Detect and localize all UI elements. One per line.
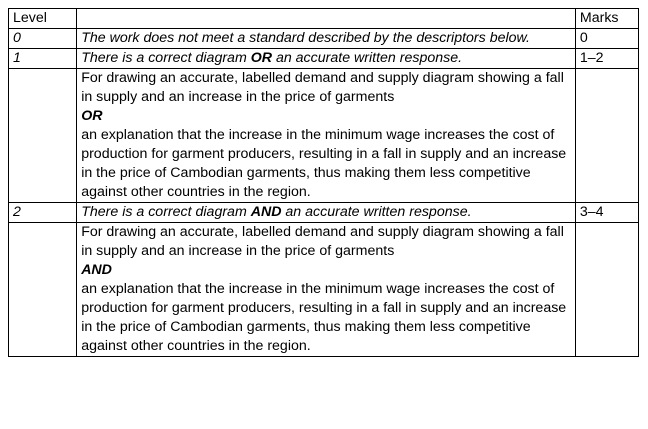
level-2-detail-level-cell [7,222,78,357]
level-1-detail-marks-cell [574,68,640,203]
level-1-number: 1 [7,48,78,69]
header-description [76,8,576,29]
markscheme-table: Level Marks 0 The work does not meet a s… [7,8,640,357]
level-2-descriptor-keyword: AND [250,204,282,220]
level-1-detail: For drawing an accurate, labelled demand… [76,68,576,203]
level-1-detail-diagram: For drawing an accurate, labelled demand… [81,70,564,105]
level-0-row: 0 The work does not meet a standard desc… [7,28,640,49]
level-2-descriptor-post: an accurate written response. [281,204,472,220]
level-2-row: 2 There is a correct diagram AND an accu… [7,202,640,223]
level-2-number: 2 [7,202,78,223]
level-1-detail-explanation: an explanation that the increase in the … [81,127,567,200]
level-0-descriptor: The work does not meet a standard descri… [76,28,576,49]
header-level: Level [7,8,78,29]
level-1-descriptor-pre: There is a correct diagram [81,50,251,66]
header-marks: Marks [574,8,640,29]
level-2-detail-diagram: For drawing an accurate, labelled demand… [81,224,564,259]
level-1-descriptor-post: an accurate written response. [272,50,463,66]
level-1-marks: 1–2 [574,48,640,69]
level-2-descriptor: There is a correct diagram AND an accura… [76,202,576,223]
level-2-descriptor-pre: There is a correct diagram [81,204,251,220]
level-1-detail-keyword: OR [81,108,103,124]
level-2-detail-keyword: AND [81,262,112,278]
header-row: Level Marks [7,8,640,29]
level-2-marks: 3–4 [574,202,640,223]
level-1-descriptor: There is a correct diagram OR an accurat… [76,48,576,69]
level-2-detail-marks-cell [574,222,640,357]
level-0-marks: 0 [574,28,640,49]
level-1-detail-row: For drawing an accurate, labelled demand… [7,68,640,203]
level-1-descriptor-keyword: OR [250,50,272,66]
level-2-detail-explanation: an explanation that the increase in the … [81,281,567,354]
level-1-detail-level-cell [7,68,78,203]
level-1-row: 1 There is a correct diagram OR an accur… [7,48,640,69]
level-2-detail: For drawing an accurate, labelled demand… [76,222,576,357]
level-2-detail-row: For drawing an accurate, labelled demand… [7,222,640,357]
level-0-number: 0 [7,28,78,49]
